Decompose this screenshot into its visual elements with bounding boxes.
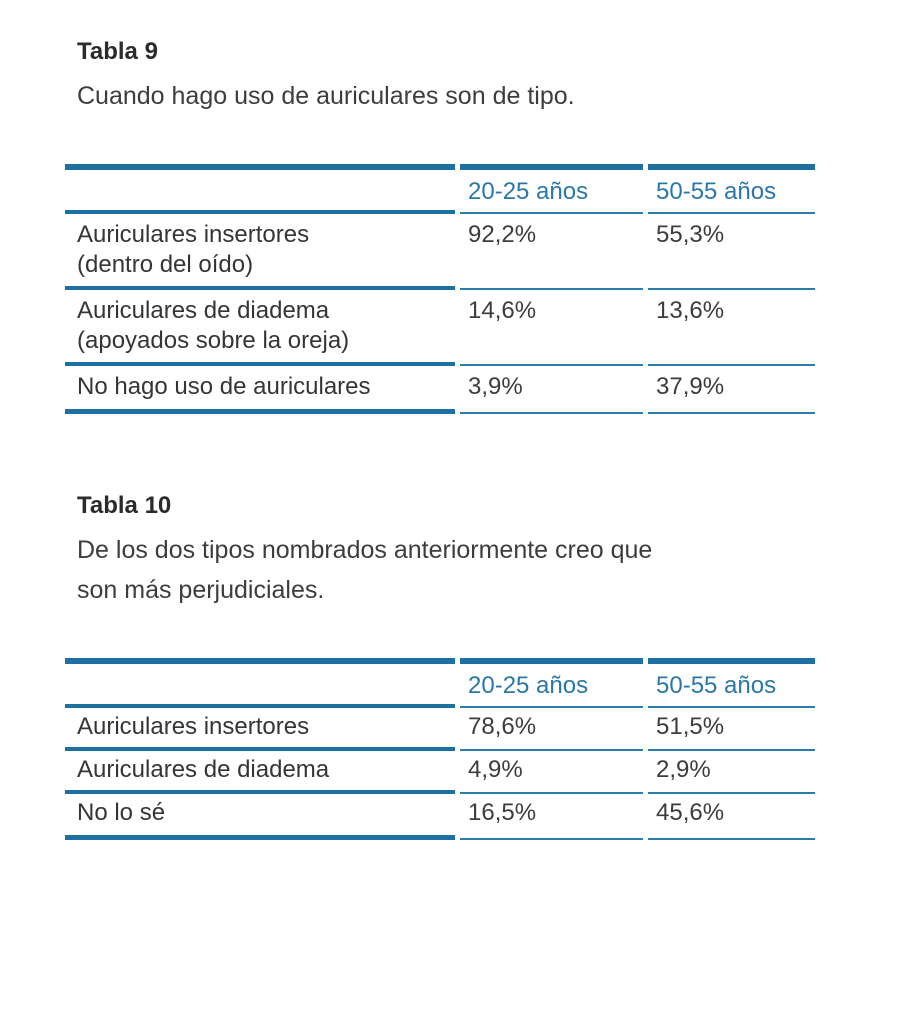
table-caption-tabla-10-line-1: De los dos tipos nombrados anteriormente… [77,536,653,564]
header-empty-cell [65,658,455,708]
cell-value: 51,5% [648,708,815,751]
row-label: Auriculares insertores [77,713,310,740]
table-block-tabla-9: Tabla 9 Cuando hago uso de auriculares s… [0,36,903,414]
table-row: Auriculares insertores 78,6% 51,5% [65,708,815,751]
table-row: Auriculares de diadema 4,9% 2,9% [65,751,815,794]
cell-value: 92,2% [460,214,643,290]
table-caption-tabla-10-line-2: son más perjudiciales. [77,576,325,604]
header-row: 20-25 años 50-55 años [65,658,815,708]
cell-value: 55,3% [648,214,815,290]
table-title-tabla-9: Tabla 9 [77,38,158,65]
header-row: 20-25 años 50-55 años [65,164,815,214]
row-sublabel: (dentro del oído) [77,251,254,278]
header-col-50-55: 50-55 años [648,658,815,708]
table-title-tabla-10: Tabla 10 [77,492,172,519]
cell-value: 16,5% [460,794,643,840]
header-empty-cell [65,164,455,214]
table-row: Auriculares insertores (dentro del oído)… [65,214,815,290]
row-label: Auriculares de diadema [77,756,330,783]
cell-value: 13,6% [648,290,815,366]
row-label: Auriculares insertores [77,221,310,248]
header-col-20-25: 20-25 años [460,658,643,708]
data-table-tabla-10: 20-25 años 50-55 años Auriculares insert… [60,658,820,840]
table-block-tabla-10: Tabla 10 De los dos tipos nombrados ante… [0,490,903,840]
table-caption-tabla-9-line-1: Cuando hago uso de auriculares son de ti… [77,82,575,110]
table-row: No lo sé 16,5% 45,6% [65,794,815,840]
cell-value: 37,9% [648,366,815,414]
data-table-tabla-9: 20-25 años 50-55 años Auriculares insert… [60,164,820,414]
row-label: Auriculares de diadema [77,297,330,324]
table-row: No hago uso de auriculares 3,9% 37,9% [65,366,815,414]
cell-value: 78,6% [460,708,643,751]
cell-value: 3,9% [460,366,643,414]
cell-value: 2,9% [648,751,815,794]
header-col-50-55: 50-55 años [648,164,815,214]
cell-value: 45,6% [648,794,815,840]
document-page: Tabla 9 Cuando hago uso de auriculares s… [0,36,903,840]
cell-value: 14,6% [460,290,643,366]
cell-value: 4,9% [460,751,643,794]
row-label: No hago uso de auriculares [77,373,371,400]
table-row: Auriculares de diadema (apoyados sobre l… [65,290,815,366]
row-label: No lo sé [77,799,166,826]
row-sublabel: (apoyados sobre la oreja) [77,327,350,354]
header-col-20-25: 20-25 años [460,164,643,214]
